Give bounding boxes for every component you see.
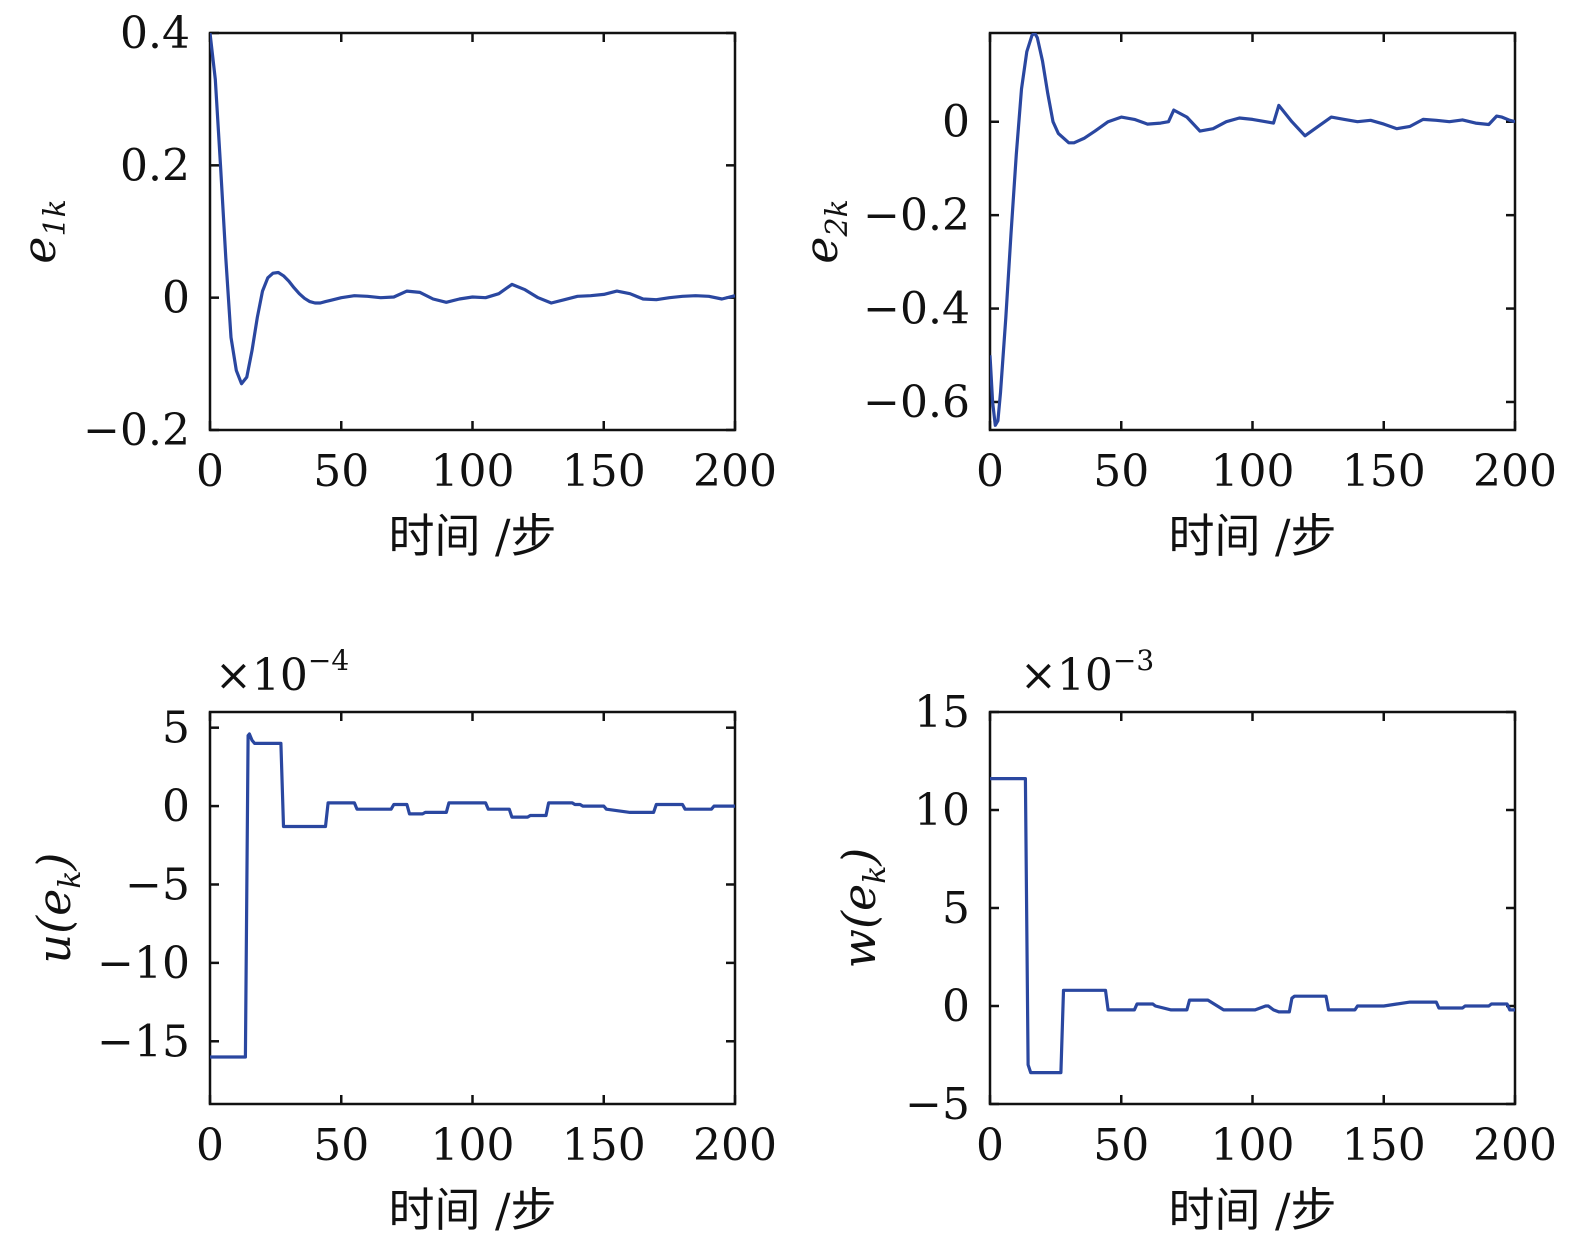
y-tick-label: −10	[97, 938, 190, 989]
x-axis-label: 时间 /步	[388, 509, 556, 563]
series-line-e2k	[990, 33, 1515, 427]
plot-frame	[208, 31, 737, 432]
series-line-u	[210, 732, 735, 1059]
y-axis-label: e1k	[12, 199, 73, 264]
x-tick-label: 100	[1211, 446, 1295, 497]
x-tick-label: 50	[313, 1120, 369, 1171]
plot-frame	[208, 710, 737, 1106]
x-tick-label: 50	[1093, 1120, 1149, 1171]
y-tick-label: −15	[97, 1016, 190, 1067]
exponent-label: ×10−4	[215, 644, 349, 701]
y-tick-label: 0	[162, 781, 190, 832]
exponent-label: ×10−3	[1020, 644, 1154, 701]
series-line-e1k	[210, 33, 735, 386]
x-tick-label: 200	[1473, 446, 1557, 497]
y-tick-label: 0.2	[120, 140, 190, 191]
y-tick-label: −0.6	[863, 377, 970, 428]
x-tick-label: 0	[976, 446, 1004, 497]
x-tick-label: 50	[313, 446, 369, 497]
x-axis-label: 时间 /步	[388, 1183, 556, 1237]
x-axis-label: 时间 /步	[1168, 509, 1336, 563]
y-tick-label: 0	[162, 273, 190, 324]
series-line-w	[990, 776, 1515, 1075]
y-tick-label: −5	[125, 859, 190, 910]
x-axis-label: 时间 /步	[1168, 1183, 1336, 1237]
x-tick-label: 0	[196, 1120, 224, 1171]
y-tick-label: 15	[914, 687, 970, 738]
plot-frame	[988, 710, 1517, 1106]
y-axis-label: e2k	[794, 199, 855, 264]
x-tick-label: 100	[431, 446, 515, 497]
y-tick-label: 0.4	[120, 8, 190, 59]
x-tick-label: 50	[1093, 446, 1149, 497]
y-tick-label: −5	[905, 1079, 970, 1130]
y-axis-label: w(ek)	[832, 848, 893, 969]
x-tick-label: 200	[693, 1120, 777, 1171]
x-tick-label: 150	[562, 1120, 646, 1171]
x-tick-label: 100	[431, 1120, 515, 1171]
x-tick-label: 0	[976, 1120, 1004, 1171]
y-tick-label: 5	[162, 703, 190, 754]
y-tick-label: −0.2	[83, 405, 190, 456]
y-tick-label: −0.4	[863, 284, 970, 335]
y-tick-label: 0	[942, 981, 970, 1032]
panel-e2k: 0 50 100 150 200 −0.6 −0.4 −0.2 0 时间 /步 e2k	[794, 31, 1557, 563]
x-tick-label: 150	[1342, 1120, 1426, 1171]
panel-u: 0 50 100 150 200 −15 −10 −5 0 5 时间 /步 u(ek) ×10−4	[27, 644, 777, 1237]
x-tick-label: 150	[1342, 446, 1426, 497]
y-tick-label: 0	[942, 97, 970, 148]
x-tick-label: 150	[562, 446, 646, 497]
y-tick-label: −0.2	[863, 190, 970, 241]
y-axis-label: u(ek)	[27, 853, 88, 964]
plot-frame	[988, 31, 1517, 432]
x-tick-label: 0	[196, 446, 224, 497]
x-tick-label: 200	[693, 446, 777, 497]
x-tick-label: 200	[1473, 1120, 1557, 1171]
x-tick-label: 100	[1211, 1120, 1295, 1171]
y-tick-label: 10	[914, 785, 970, 836]
y-tick-label: 5	[942, 883, 970, 934]
